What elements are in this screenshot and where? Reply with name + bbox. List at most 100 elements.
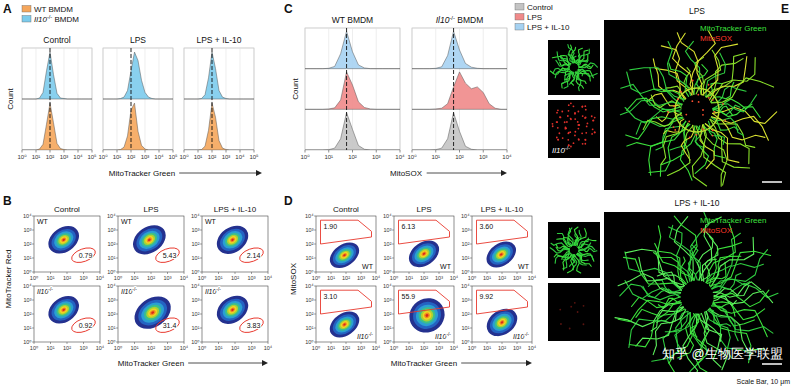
density-cloud — [343, 254, 346, 257]
plot-frame — [22, 48, 92, 150]
mitosox-spot — [695, 134, 697, 136]
tick-label: 10³ — [479, 154, 488, 160]
mitochondria — [706, 53, 745, 97]
gene-name: Il10 — [357, 333, 368, 340]
tick-mark — [412, 150, 413, 153]
histogram-group — [305, 31, 400, 150]
tick-mark — [64, 150, 65, 153]
mitochondria — [686, 41, 700, 94]
density-cloud — [227, 235, 238, 245]
gate — [321, 220, 372, 244]
density-cloud — [422, 252, 425, 255]
mitochondria — [562, 72, 571, 84]
tick-mark — [32, 300, 34, 301]
mitosox-spot — [691, 100, 693, 102]
tick-label: 10⁴ — [23, 283, 32, 289]
mitosox-spot — [712, 135, 714, 137]
tick-mark — [32, 216, 34, 217]
density-cloud — [335, 316, 354, 334]
density-cloud — [419, 249, 429, 258]
mitosox-spot — [591, 115, 593, 117]
tick-mark — [200, 258, 202, 259]
density-cloud — [59, 235, 69, 245]
tick-label: 10³ — [306, 297, 314, 303]
mitosox-spot — [594, 131, 596, 133]
tick-mark — [483, 150, 484, 153]
mitosox-spot — [562, 137, 564, 139]
histogram-group — [412, 31, 507, 150]
mitochondria — [626, 117, 683, 139]
gate-percent: 31.4 — [163, 322, 177, 329]
mitochondria — [555, 252, 570, 263]
tick-label: 10³ — [306, 227, 314, 233]
nucleus-outline — [675, 88, 719, 132]
tick-label: 10¹ — [113, 154, 122, 160]
channel-label: MitoSOX — [700, 226, 733, 235]
channel-label: MitoTracker Green — [700, 216, 766, 225]
tick-label: 10⁰ — [390, 345, 399, 351]
tick-label: 10⁴ — [96, 275, 105, 281]
mitosox-spot — [592, 120, 594, 122]
tick-label: 10³ — [80, 275, 88, 281]
plot-marks — [128, 290, 181, 336]
mitochondria — [557, 52, 570, 65]
gate — [399, 220, 450, 244]
grid-line — [212, 48, 213, 150]
tick-label: 10⁴ — [154, 154, 164, 160]
tick-label: 10³ — [108, 227, 116, 233]
panel-letter: C — [284, 2, 293, 16]
legend-label: LPS — [527, 13, 542, 22]
tick-mark — [305, 150, 306, 153]
tick-mark — [116, 300, 118, 301]
gate-percent: 5.43 — [163, 252, 177, 259]
density-cloud — [499, 319, 505, 325]
tick-label: 10² — [348, 154, 357, 160]
tick-label: 10³ — [462, 297, 470, 303]
mitosox-spot — [574, 112, 576, 114]
tick-mark — [116, 258, 118, 259]
tick-mark — [200, 230, 202, 231]
tick-label: 10¹ — [483, 345, 491, 351]
density-cloud — [216, 224, 249, 256]
mitochondria — [576, 72, 584, 88]
arrow-head — [526, 360, 532, 366]
row-label: WT — [37, 218, 49, 225]
tick-label: 10⁰ — [23, 339, 32, 345]
tick-label: 10³ — [435, 275, 443, 281]
tick-label: 10⁰ — [179, 154, 189, 160]
density-cloud — [415, 304, 438, 327]
tick-label: 10⁴ — [383, 213, 392, 219]
mitosox-spot — [565, 128, 567, 130]
tick-label: 10² — [306, 241, 314, 247]
mitosox-spot — [559, 309, 561, 311]
reference-line — [212, 48, 213, 150]
micrograph — [548, 40, 600, 95]
genotype-superscript: -/- — [132, 287, 137, 292]
tick-label: 10⁰ — [468, 345, 477, 351]
mitochondria — [713, 282, 760, 297]
mitochondria — [692, 126, 706, 186]
tick-mark — [392, 300, 394, 301]
grid-line — [435, 28, 436, 150]
density-cloud — [151, 311, 155, 315]
tick-label: 10³ — [164, 345, 172, 351]
row-label: WT — [518, 263, 530, 270]
plot-frame — [394, 216, 454, 272]
panel-title: Il10-/- BMDM — [436, 15, 484, 25]
reference-line — [453, 28, 454, 150]
density-cloud — [414, 245, 433, 263]
genotype-label: Il10-/- — [552, 145, 570, 155]
tick-label: 10² — [306, 311, 314, 317]
mitosox-spot — [593, 120, 595, 122]
gate — [154, 245, 182, 265]
tick-label: 10⁰ — [390, 275, 399, 281]
plot-frame — [202, 216, 268, 272]
density-cloud — [500, 253, 503, 256]
mitochondria — [712, 250, 768, 289]
density-cloud — [54, 300, 74, 319]
tick-label: 10² — [231, 345, 239, 351]
tick-mark — [392, 286, 394, 287]
tick-label: 10⁰ — [23, 269, 32, 275]
mitosox-spot — [559, 116, 561, 118]
mitosox-spot — [565, 127, 567, 129]
